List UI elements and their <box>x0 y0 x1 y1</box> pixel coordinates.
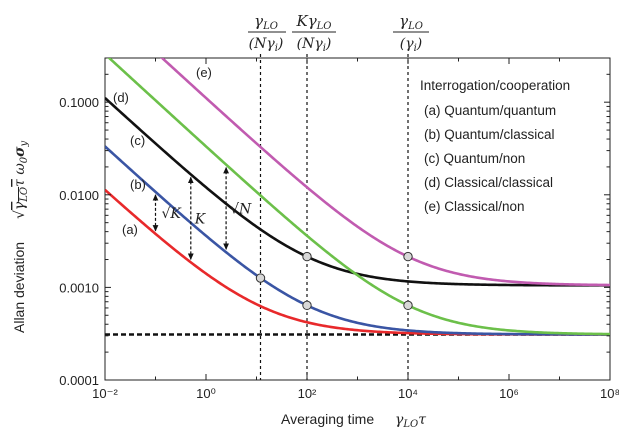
svg-text:γLO: γLO <box>254 12 278 32</box>
x-tick-label: 10⁰ <box>196 386 216 401</box>
y-axis-title-text: Allan deviation <box>11 242 27 333</box>
vline-label-3: γLO (γi) <box>393 12 429 54</box>
curve-label-a: (a) <box>122 222 138 237</box>
legend-item-e: (e) Classical/non <box>424 199 525 214</box>
curve-label-b: (b) <box>130 177 146 192</box>
marker-4 <box>403 300 413 311</box>
ticks-layer: 10⁻² 10⁰ 10² 10⁴ 10⁶ 10⁸ 0.0001 0.0010 0.0100 0.1… <box>59 58 619 401</box>
x-tick-label: 10⁴ <box>398 386 418 401</box>
annotation-label-3: √N <box>230 201 252 217</box>
legend-title: Interrogation/cooperation <box>420 78 570 93</box>
marker-1 <box>255 273 266 283</box>
curve-label-e: (e) <box>196 65 212 80</box>
annotation-label-2: K <box>194 211 207 227</box>
legend-item-c: (c) Quantum/non <box>424 151 525 166</box>
x-tick-label: 10⁶ <box>499 386 519 401</box>
x-tick-label: 10⁸ <box>600 386 619 401</box>
y-tick-label: 0.0001 <box>59 373 99 388</box>
markers-layer <box>255 251 413 311</box>
annotation-label-1: √K <box>162 206 183 222</box>
svg-text:(Nγi): (Nγi) <box>297 36 332 54</box>
vertical-lines-layer <box>259 54 409 380</box>
marker-2 <box>302 300 312 311</box>
svg-text:γLO: γLO <box>399 12 423 32</box>
curves-layer <box>105 58 610 336</box>
series-line-e <box>160 58 610 287</box>
x-axis-title: Averaging time γLOτ <box>281 411 426 430</box>
svg-text:KγLO: KγLO <box>295 12 331 32</box>
x-tick-label: 10² <box>298 386 317 401</box>
y-tick-label: 0.1000 <box>59 95 99 110</box>
series-line-d <box>107 58 610 336</box>
svg-text:√γLOτ ω0σy: √γLOτ ω0σy <box>12 141 30 219</box>
vline-label-2: KγLO (Nγi) <box>292 12 336 54</box>
legend: Interrogation/cooperation (a) Quantum/qu… <box>420 78 570 214</box>
y-tick-label: 0.0100 <box>59 188 99 203</box>
vline-label-1: γLO (Nγi) <box>248 12 286 54</box>
y-axis-title: Allan deviation √γLOτ ω0σy <box>11 141 30 333</box>
svg-text:(Nγi): (Nγi) <box>249 36 284 54</box>
curve-label-d: (d) <box>113 90 129 105</box>
marker-5 <box>403 251 413 262</box>
svg-text:γLOτ: γLOτ <box>395 412 426 430</box>
x-tick-label: 10⁻² <box>92 386 118 401</box>
legend-item-d: (d) Classical/classical <box>424 175 553 190</box>
svg-text:(γi): (γi) <box>400 36 423 54</box>
legend-item-a: (a) Quantum/quantum <box>424 103 556 118</box>
y-tick-label: 0.0010 <box>59 280 99 295</box>
x-axis-title-text: Averaging time <box>281 411 374 427</box>
marker-3 <box>302 251 312 262</box>
annotations-layer: (a) (b) (c) (d) (e) √K K √N <box>113 65 252 261</box>
curve-label-c: (c) <box>130 133 145 148</box>
legend-item-b: (b) Quantum/classical <box>424 127 555 142</box>
